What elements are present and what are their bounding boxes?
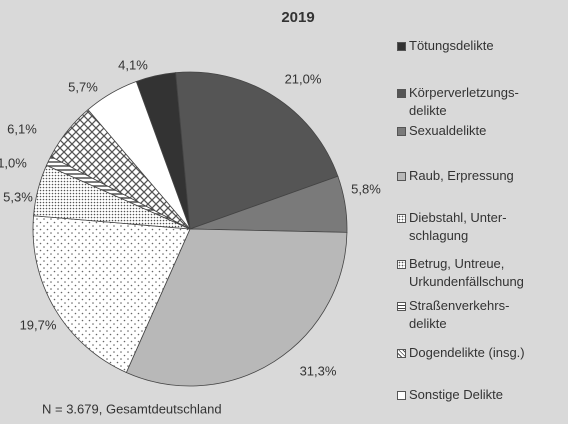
legend-label: Betrug, Untreue, Urkundenfällschung — [409, 256, 524, 289]
legend-swatch — [397, 302, 406, 311]
legend-label: Körperverletzungs- delikte — [409, 85, 519, 118]
legend-swatch — [397, 89, 406, 98]
legend-item: Körperverletzungs- delikte — [397, 84, 519, 120]
pie-slice — [125, 228, 348, 387]
legend-swatch — [397, 391, 406, 400]
legend-swatch — [397, 214, 406, 223]
legend-item: Raub, Erpressung — [397, 167, 514, 185]
pie-slice — [175, 71, 339, 230]
legend-swatch — [397, 260, 406, 269]
legend-swatch — [397, 349, 406, 358]
data-label: 5,7% — [68, 79, 98, 94]
pie-slice — [87, 80, 191, 230]
legend-label: Sexualdelikte — [409, 123, 487, 138]
legend-label: Dogendelikte (insg.) — [409, 345, 525, 360]
pie-slice — [32, 215, 191, 374]
legend-swatch — [397, 42, 406, 51]
legend-label: Straßenverkehrs- delikte — [409, 298, 510, 331]
legend-swatch — [397, 127, 406, 136]
data-label: 1,0% — [0, 155, 27, 170]
data-label: 31,3% — [300, 363, 337, 378]
data-label: 6,1% — [7, 121, 37, 136]
legend-item: Sonstige Delikte — [397, 386, 503, 404]
data-label: 4,1% — [118, 57, 148, 72]
data-label: 5,3% — [3, 189, 33, 204]
legend-swatch — [397, 172, 406, 181]
footnote: N = 3.679, Gesamtdeutschland — [42, 401, 222, 416]
legend-item: Tötungsdelikte — [397, 37, 494, 55]
legend-item: Diebstahl, Unter- schlagung — [397, 209, 507, 245]
legend-label: Tötungsdelikte — [409, 38, 494, 53]
legend-item: Straßenverkehrs- delikte — [397, 297, 509, 333]
legend-label: Raub, Erpressung — [409, 168, 514, 183]
legend-item: Sexualdelikte — [397, 122, 486, 140]
data-label: 5,8% — [351, 181, 381, 196]
legend-label: Sonstige Delikte — [409, 387, 503, 402]
legend-item: Dogendelikte (insg.) — [397, 344, 525, 362]
legend-label: Diebstahl, Unter- schlagung — [409, 210, 507, 243]
chart-title: 2019 — [281, 9, 314, 26]
data-label: 19,7% — [20, 317, 57, 332]
data-label: 21,0% — [285, 71, 322, 86]
legend-item: Betrug, Untreue, Urkundenfällschung — [397, 255, 524, 291]
